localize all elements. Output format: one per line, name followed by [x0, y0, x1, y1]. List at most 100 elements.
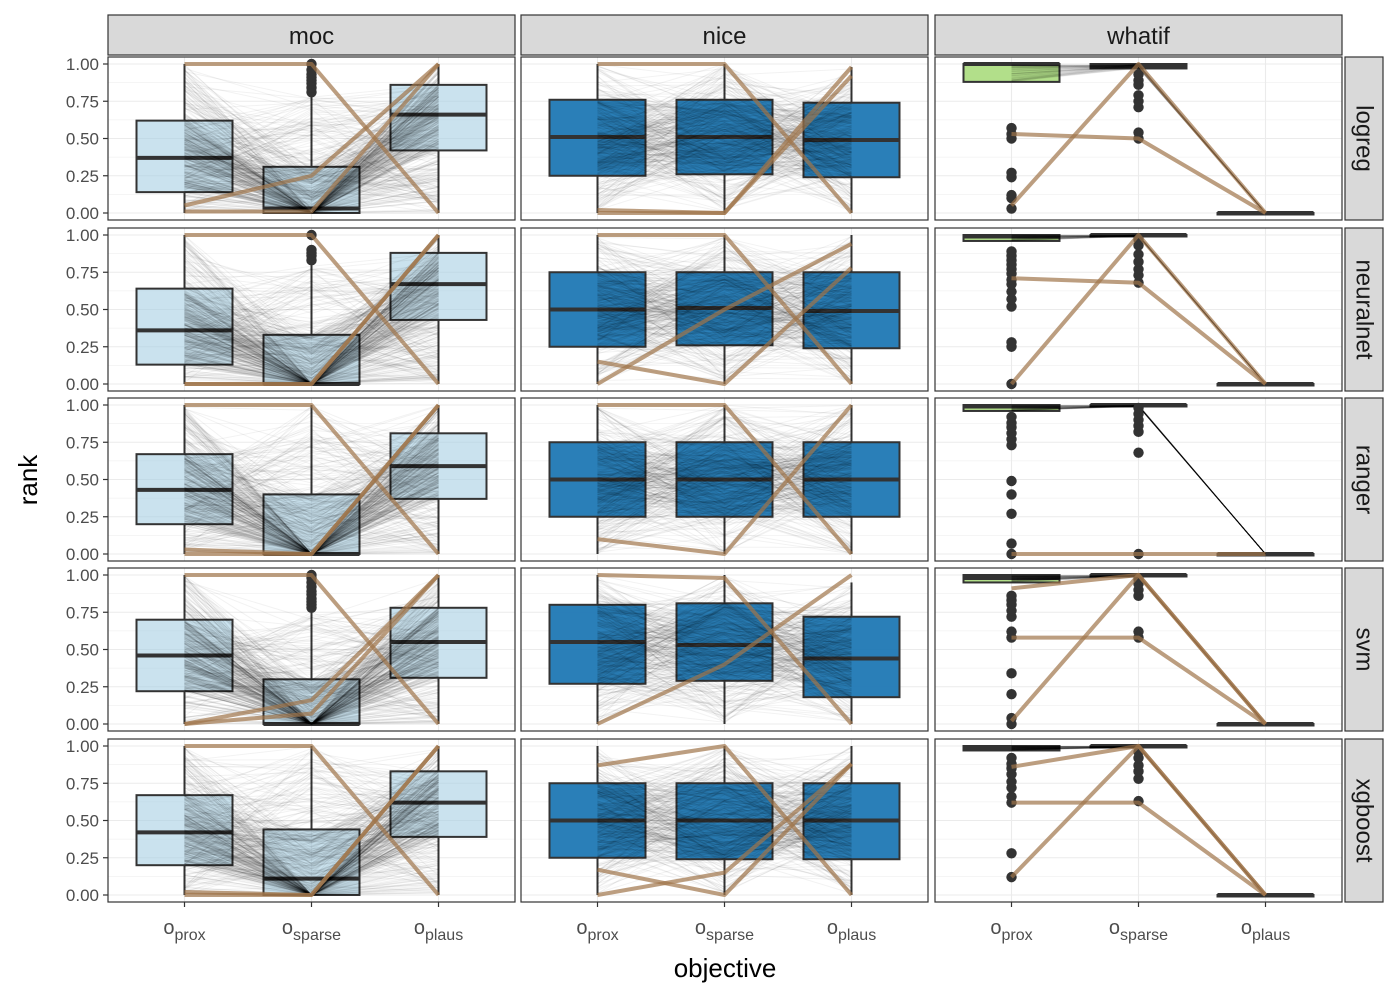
background-line — [184, 459, 439, 547]
background-line — [184, 108, 439, 177]
background-line — [184, 122, 439, 180]
background-line — [184, 165, 439, 198]
background-line — [184, 437, 439, 523]
background-line — [184, 247, 439, 349]
background-line — [184, 292, 439, 362]
y-tick-label: 0.50 — [66, 641, 99, 660]
background-line — [184, 120, 439, 208]
box-prox — [135, 405, 234, 554]
background-line — [184, 298, 439, 349]
background-line — [184, 285, 439, 352]
background-line — [184, 292, 439, 381]
background-line — [184, 297, 439, 336]
background-line — [184, 267, 439, 352]
background-line — [184, 304, 439, 358]
background-line — [184, 129, 439, 179]
box-plaus — [389, 235, 488, 384]
background-line — [184, 424, 439, 499]
outlier-point — [1006, 411, 1017, 423]
background-line — [184, 80, 439, 195]
y-tick-label: 0.00 — [66, 375, 99, 394]
outlier-point — [1006, 337, 1017, 348]
background-line — [184, 309, 439, 378]
background-line — [184, 91, 439, 183]
background-line — [184, 271, 439, 349]
background-line — [184, 275, 439, 334]
background-line — [184, 87, 439, 198]
background-line — [184, 438, 439, 536]
background-line — [184, 248, 439, 350]
background-line — [184, 319, 439, 363]
background-line — [184, 266, 439, 338]
background-line — [184, 96, 439, 180]
background-line — [184, 423, 439, 544]
background-line — [184, 89, 439, 163]
background-line — [184, 441, 439, 489]
background-line — [184, 289, 439, 361]
x-tick-label-main: o — [576, 917, 587, 939]
background-line — [184, 333, 439, 363]
background-line — [184, 256, 439, 300]
background-line — [184, 267, 439, 359]
background-line — [184, 149, 439, 202]
background-line — [184, 507, 439, 551]
background-line — [184, 413, 439, 519]
background-line — [184, 489, 439, 546]
background-line — [184, 64, 439, 203]
background-line — [184, 295, 439, 379]
background-line — [184, 243, 439, 380]
background-line — [184, 289, 439, 302]
background-line — [184, 463, 439, 509]
background-line — [184, 258, 439, 371]
y-tick-label: 0.25 — [66, 167, 99, 186]
background-line — [184, 438, 439, 532]
background-line — [184, 452, 439, 496]
background-line — [184, 405, 439, 512]
background-line — [184, 294, 439, 329]
background-line — [184, 272, 439, 363]
background-line — [184, 408, 439, 509]
background-line — [184, 139, 439, 195]
background-line — [184, 260, 439, 364]
panel-nice-xgboost — [520, 738, 929, 903]
background-line — [184, 277, 439, 355]
background-line — [184, 260, 439, 349]
background-line — [184, 124, 439, 168]
background-line — [184, 487, 439, 552]
background-line — [184, 471, 439, 519]
background-line — [184, 316, 439, 371]
panel-moc-logreg — [107, 56, 516, 221]
background-line — [184, 288, 439, 324]
background-line — [184, 287, 439, 347]
background-line — [184, 126, 439, 161]
background-line — [184, 487, 439, 533]
background-line — [184, 514, 439, 543]
x-tick-label-subscript: prox — [1002, 927, 1033, 944]
background-line — [184, 114, 439, 212]
background-line — [184, 460, 439, 547]
background-line — [184, 450, 439, 522]
x-tick-label: oprox — [163, 917, 205, 944]
background-line — [184, 448, 439, 529]
background-line — [184, 473, 439, 544]
background-line — [184, 288, 439, 332]
background-line — [184, 324, 439, 379]
background-line — [184, 427, 439, 551]
background-line — [184, 87, 439, 179]
background-line — [184, 290, 439, 339]
background-line — [184, 475, 439, 510]
background-line — [184, 353, 439, 363]
background-line — [184, 353, 439, 373]
x-tick-label-main: o — [163, 917, 174, 939]
background-line — [184, 129, 439, 192]
background-line — [184, 122, 439, 184]
background-line — [184, 266, 439, 353]
panel-nice-neuralnet — [520, 227, 929, 392]
background-line — [184, 128, 439, 184]
outlier-point — [1006, 122, 1017, 134]
background-line — [184, 161, 439, 208]
outlier-point — [1006, 752, 1017, 764]
background-line — [184, 281, 439, 366]
background-line — [184, 265, 439, 377]
background-line — [184, 100, 439, 184]
